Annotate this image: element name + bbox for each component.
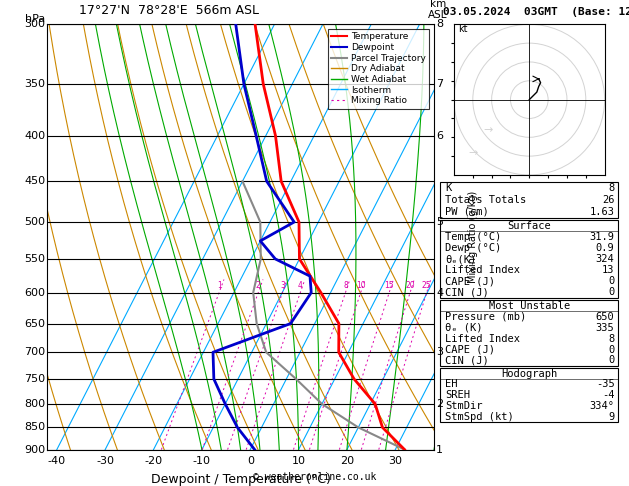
Text: CIN (J): CIN (J) [445, 355, 489, 365]
Text: →: → [483, 125, 493, 136]
Text: →: → [468, 148, 477, 158]
Text: 20: 20 [340, 456, 354, 466]
Text: 1: 1 [436, 445, 443, 454]
Text: 10: 10 [356, 281, 365, 290]
Text: 26: 26 [602, 195, 615, 205]
Text: θₑ (K): θₑ (K) [445, 323, 483, 333]
Text: Lifted Index: Lifted Index [445, 333, 520, 344]
Text: 03.05.2024  03GMT  (Base: 12): 03.05.2024 03GMT (Base: 12) [443, 7, 629, 17]
Text: 4: 4 [436, 288, 443, 297]
Text: 2: 2 [256, 281, 260, 290]
Text: 6: 6 [436, 131, 443, 140]
Text: 450: 450 [24, 176, 45, 186]
Text: 324: 324 [596, 254, 615, 264]
Text: 8: 8 [608, 183, 615, 193]
Text: Hodograph: Hodograph [501, 369, 557, 379]
Text: 300: 300 [25, 19, 45, 29]
Text: 0: 0 [608, 355, 615, 365]
Text: -4: -4 [602, 390, 615, 400]
Text: 500: 500 [25, 217, 45, 227]
Text: -30: -30 [96, 456, 114, 466]
Text: 650: 650 [25, 319, 45, 329]
Text: 0.9: 0.9 [596, 243, 615, 253]
Text: 15: 15 [384, 281, 394, 290]
Text: Lifted Index: Lifted Index [445, 265, 520, 275]
Text: CAPE (J): CAPE (J) [445, 345, 495, 355]
Text: 850: 850 [24, 422, 45, 433]
Text: 800: 800 [24, 399, 45, 409]
Text: 0: 0 [608, 345, 615, 355]
Text: 0: 0 [608, 287, 615, 297]
Text: 4: 4 [298, 281, 303, 290]
Text: 5: 5 [436, 217, 443, 227]
Text: 0: 0 [247, 456, 253, 466]
Text: 3: 3 [280, 281, 285, 290]
Text: Dewpoint / Temperature (°C): Dewpoint / Temperature (°C) [151, 473, 330, 486]
Text: -20: -20 [145, 456, 163, 466]
Text: 30: 30 [388, 456, 403, 466]
Text: StmDir: StmDir [445, 401, 483, 411]
Text: 31.9: 31.9 [589, 232, 615, 242]
Text: 400: 400 [24, 131, 45, 140]
Text: 8: 8 [436, 19, 443, 29]
Text: StmSpd (kt): StmSpd (kt) [445, 412, 514, 421]
Text: Most Unstable: Most Unstable [489, 301, 570, 311]
Text: CAPE (J): CAPE (J) [445, 276, 495, 286]
Text: 10: 10 [292, 456, 306, 466]
Text: 7: 7 [436, 79, 443, 89]
Text: PW (cm): PW (cm) [445, 207, 489, 217]
Text: 335: 335 [596, 323, 615, 333]
Text: Totals Totals: Totals Totals [445, 195, 526, 205]
Text: SREH: SREH [445, 390, 470, 400]
Text: Surface: Surface [508, 221, 551, 231]
Text: 700: 700 [24, 347, 45, 357]
Text: 750: 750 [24, 374, 45, 384]
Text: 20: 20 [405, 281, 415, 290]
Text: km
ASL: km ASL [428, 0, 448, 20]
Text: Temp (°C): Temp (°C) [445, 232, 501, 242]
Text: 13: 13 [602, 265, 615, 275]
Text: 334°: 334° [589, 401, 615, 411]
Text: -35: -35 [596, 380, 615, 389]
Text: 1: 1 [217, 281, 221, 290]
Text: EH: EH [445, 380, 458, 389]
Text: 550: 550 [25, 254, 45, 264]
Text: 9: 9 [608, 412, 615, 421]
Text: 600: 600 [25, 288, 45, 297]
Text: K: K [445, 183, 452, 193]
Text: 8: 8 [608, 333, 615, 344]
Text: 25: 25 [422, 281, 431, 290]
Text: 1.63: 1.63 [589, 207, 615, 217]
Text: kt: kt [458, 24, 467, 34]
Text: CIN (J): CIN (J) [445, 287, 489, 297]
Text: Dewp (°C): Dewp (°C) [445, 243, 501, 253]
Text: 0: 0 [608, 276, 615, 286]
Text: θₑ(K): θₑ(K) [445, 254, 477, 264]
Text: 8: 8 [343, 281, 348, 290]
Text: © weatheronline.co.uk: © weatheronline.co.uk [253, 472, 376, 482]
Text: Pressure (mb): Pressure (mb) [445, 312, 526, 322]
Text: 650: 650 [596, 312, 615, 322]
Text: 17°27'N  78°28'E  566m ASL: 17°27'N 78°28'E 566m ASL [79, 4, 259, 17]
Text: -40: -40 [48, 456, 66, 466]
Text: -10: -10 [193, 456, 211, 466]
Text: 900: 900 [24, 445, 45, 454]
Text: hPa: hPa [25, 14, 45, 24]
Text: 2: 2 [436, 399, 443, 409]
Text: Mixing Ratio (g/kg): Mixing Ratio (g/kg) [468, 191, 477, 283]
Text: 3: 3 [436, 347, 443, 357]
Text: 350: 350 [25, 79, 45, 89]
Legend: Temperature, Dewpoint, Parcel Trajectory, Dry Adiabat, Wet Adiabat, Isotherm, Mi: Temperature, Dewpoint, Parcel Trajectory… [328, 29, 430, 109]
